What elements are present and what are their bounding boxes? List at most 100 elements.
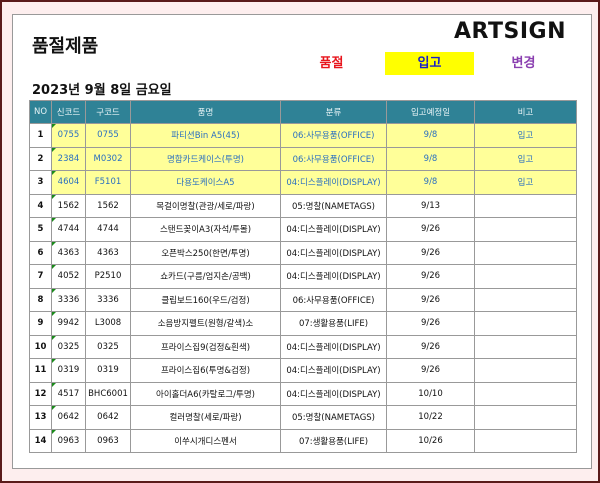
cell-old[interactable]: L3008 bbox=[85, 311, 131, 336]
cell-name[interactable]: 클립보드160(우드/검정) bbox=[130, 287, 281, 312]
cell-new[interactable]: 0755 bbox=[51, 123, 86, 148]
cell-new[interactable]: 2384 bbox=[51, 146, 86, 171]
cell-date[interactable]: 9/13 bbox=[386, 193, 475, 218]
cell-name[interactable]: 이쑤시개디스펜서 bbox=[130, 428, 281, 453]
cell-no[interactable]: 10 bbox=[29, 334, 52, 359]
cell-cat[interactable]: 06:사무용품(OFFICE) bbox=[280, 123, 387, 148]
cell-old[interactable]: 4744 bbox=[85, 217, 131, 242]
cell-date[interactable]: 9/26 bbox=[386, 240, 475, 265]
cell-name[interactable]: 컬러명찰(세로/파랑) bbox=[130, 405, 281, 430]
cell-cat[interactable]: 04:디스플레이(DISPLAY) bbox=[280, 170, 387, 195]
cell-name[interactable]: 스탠드꽂이A3(자석/투몰) bbox=[130, 217, 281, 242]
cell-old[interactable]: F5101 bbox=[85, 170, 131, 195]
cell-old[interactable]: 0319 bbox=[85, 358, 131, 383]
cell-no[interactable]: 8 bbox=[29, 287, 52, 312]
cell-date[interactable]: 9/26 bbox=[386, 334, 475, 359]
cell-name[interactable]: 아이홀더A6(카탈로그/투명) bbox=[130, 381, 281, 406]
cell-no[interactable]: 11 bbox=[29, 358, 52, 383]
cell-cat[interactable]: 04:디스플레이(DISPLAY) bbox=[280, 381, 387, 406]
cell-old[interactable]: 3336 bbox=[85, 287, 131, 312]
cell-new[interactable]: 0319 bbox=[51, 358, 86, 383]
cell-no[interactable]: 1 bbox=[29, 123, 52, 148]
cell-date[interactable]: 9/8 bbox=[386, 123, 475, 148]
cell-note[interactable] bbox=[474, 217, 577, 242]
cell-no[interactable]: 4 bbox=[29, 193, 52, 218]
cell-no[interactable]: 2 bbox=[29, 146, 52, 171]
cell-old[interactable]: 0755 bbox=[85, 123, 131, 148]
cell-old[interactable]: P2510 bbox=[85, 264, 131, 289]
cell-date[interactable]: 9/26 bbox=[386, 287, 475, 312]
cell-old[interactable]: BHC6001 bbox=[85, 381, 131, 406]
cell-new[interactable]: 0642 bbox=[51, 405, 86, 430]
cell-name[interactable]: 다용도케이스A5 bbox=[130, 170, 281, 195]
cell-name[interactable]: 프라이스집6(투명&검정) bbox=[130, 358, 281, 383]
cell-note[interactable] bbox=[474, 240, 577, 265]
cell-new[interactable]: 4052 bbox=[51, 264, 86, 289]
cell-date[interactable]: 9/26 bbox=[386, 311, 475, 336]
cell-date[interactable]: 10/22 bbox=[386, 405, 475, 430]
cell-no[interactable]: 3 bbox=[29, 170, 52, 195]
cell-new[interactable]: 1562 bbox=[51, 193, 86, 218]
cell-cat[interactable]: 07:생활용품(LIFE) bbox=[280, 311, 387, 336]
cell-date[interactable]: 9/26 bbox=[386, 264, 475, 289]
cell-note[interactable] bbox=[474, 264, 577, 289]
cell-no[interactable]: 5 bbox=[29, 217, 52, 242]
cell-name[interactable]: 소음방지펠트(원형/갈색)소 bbox=[130, 311, 281, 336]
cell-note[interactable] bbox=[474, 287, 577, 312]
cell-cat[interactable]: 07:생활용품(LIFE) bbox=[280, 428, 387, 453]
cell-date[interactable]: 9/26 bbox=[386, 358, 475, 383]
cell-no[interactable]: 14 bbox=[29, 428, 52, 453]
cell-note[interactable] bbox=[474, 193, 577, 218]
cell-cat[interactable]: 06:사무용품(OFFICE) bbox=[280, 287, 387, 312]
cell-new[interactable]: 0325 bbox=[51, 334, 86, 359]
cell-no[interactable]: 7 bbox=[29, 264, 52, 289]
cell-note[interactable]: 입고 bbox=[474, 170, 577, 195]
cell-name[interactable]: 명함카드케이스(투명) bbox=[130, 146, 281, 171]
cell-new[interactable]: 4744 bbox=[51, 217, 86, 242]
cell-name[interactable]: 오픈박스250(한면/투명) bbox=[130, 240, 281, 265]
table-row: 8 3336 3336 클립보드160(우드/검정) 06:사무용품(OFFICE) 9/… bbox=[29, 287, 577, 312]
cell-new[interactable]: 0963 bbox=[51, 428, 86, 453]
cell-cat[interactable]: 04:디스플레이(DISPLAY) bbox=[280, 217, 387, 242]
cell-date[interactable]: 10/10 bbox=[386, 381, 475, 406]
legend-soldout: 품절 bbox=[319, 56, 344, 71]
cell-old[interactable]: 0642 bbox=[85, 405, 131, 430]
cell-date[interactable]: 9/26 bbox=[386, 217, 475, 242]
cell-old[interactable]: 4363 bbox=[85, 240, 131, 265]
cell-cat[interactable]: 06:사무용품(OFFICE) bbox=[280, 146, 387, 171]
cell-name[interactable]: 목걸이명찰(관광/세로/파랑) bbox=[130, 193, 281, 218]
cell-old[interactable]: 1562 bbox=[85, 193, 131, 218]
cell-no[interactable]: 12 bbox=[29, 381, 52, 406]
cell-new[interactable]: 4363 bbox=[51, 240, 86, 265]
cell-name[interactable]: 프라이스집9(검정&흰색) bbox=[130, 334, 281, 359]
cell-note[interactable] bbox=[474, 311, 577, 336]
cell-cat[interactable]: 04:디스플레이(DISPLAY) bbox=[280, 358, 387, 383]
cell-old[interactable]: M0302 bbox=[85, 146, 131, 171]
cell-cat[interactable]: 04:디스플레이(DISPLAY) bbox=[280, 264, 387, 289]
cell-cat[interactable]: 04:디스플레이(DISPLAY) bbox=[280, 334, 387, 359]
cell-cat[interactable]: 05:명찰(NAMETAGS) bbox=[280, 405, 387, 430]
cell-note[interactable] bbox=[474, 405, 577, 430]
cell-note[interactable] bbox=[474, 358, 577, 383]
cell-note[interactable]: 입고 bbox=[474, 146, 577, 171]
cell-note[interactable]: 입고 bbox=[474, 123, 577, 148]
cell-name[interactable]: 파티션Bin A5(45) bbox=[130, 123, 281, 148]
cell-cat[interactable]: 04:디스플레이(DISPLAY) bbox=[280, 240, 387, 265]
cell-old[interactable]: 0325 bbox=[85, 334, 131, 359]
cell-date[interactable]: 10/26 bbox=[386, 428, 475, 453]
cell-new[interactable]: 3336 bbox=[51, 287, 86, 312]
cell-cat[interactable]: 05:명찰(NAMETAGS) bbox=[280, 193, 387, 218]
cell-date[interactable]: 9/8 bbox=[386, 170, 475, 195]
cell-new[interactable]: 9942 bbox=[51, 311, 86, 336]
cell-old[interactable]: 0963 bbox=[85, 428, 131, 453]
cell-note[interactable] bbox=[474, 334, 577, 359]
cell-note[interactable] bbox=[474, 381, 577, 406]
cell-no[interactable]: 6 bbox=[29, 240, 52, 265]
cell-note[interactable] bbox=[474, 428, 577, 453]
cell-date[interactable]: 9/8 bbox=[386, 146, 475, 171]
cell-name[interactable]: 쇼카드(구름/엄지손/공백) bbox=[130, 264, 281, 289]
cell-new[interactable]: 4517 bbox=[51, 381, 86, 406]
cell-new[interactable]: 4604 bbox=[51, 170, 86, 195]
cell-no[interactable]: 13 bbox=[29, 405, 52, 430]
cell-no[interactable]: 9 bbox=[29, 311, 52, 336]
